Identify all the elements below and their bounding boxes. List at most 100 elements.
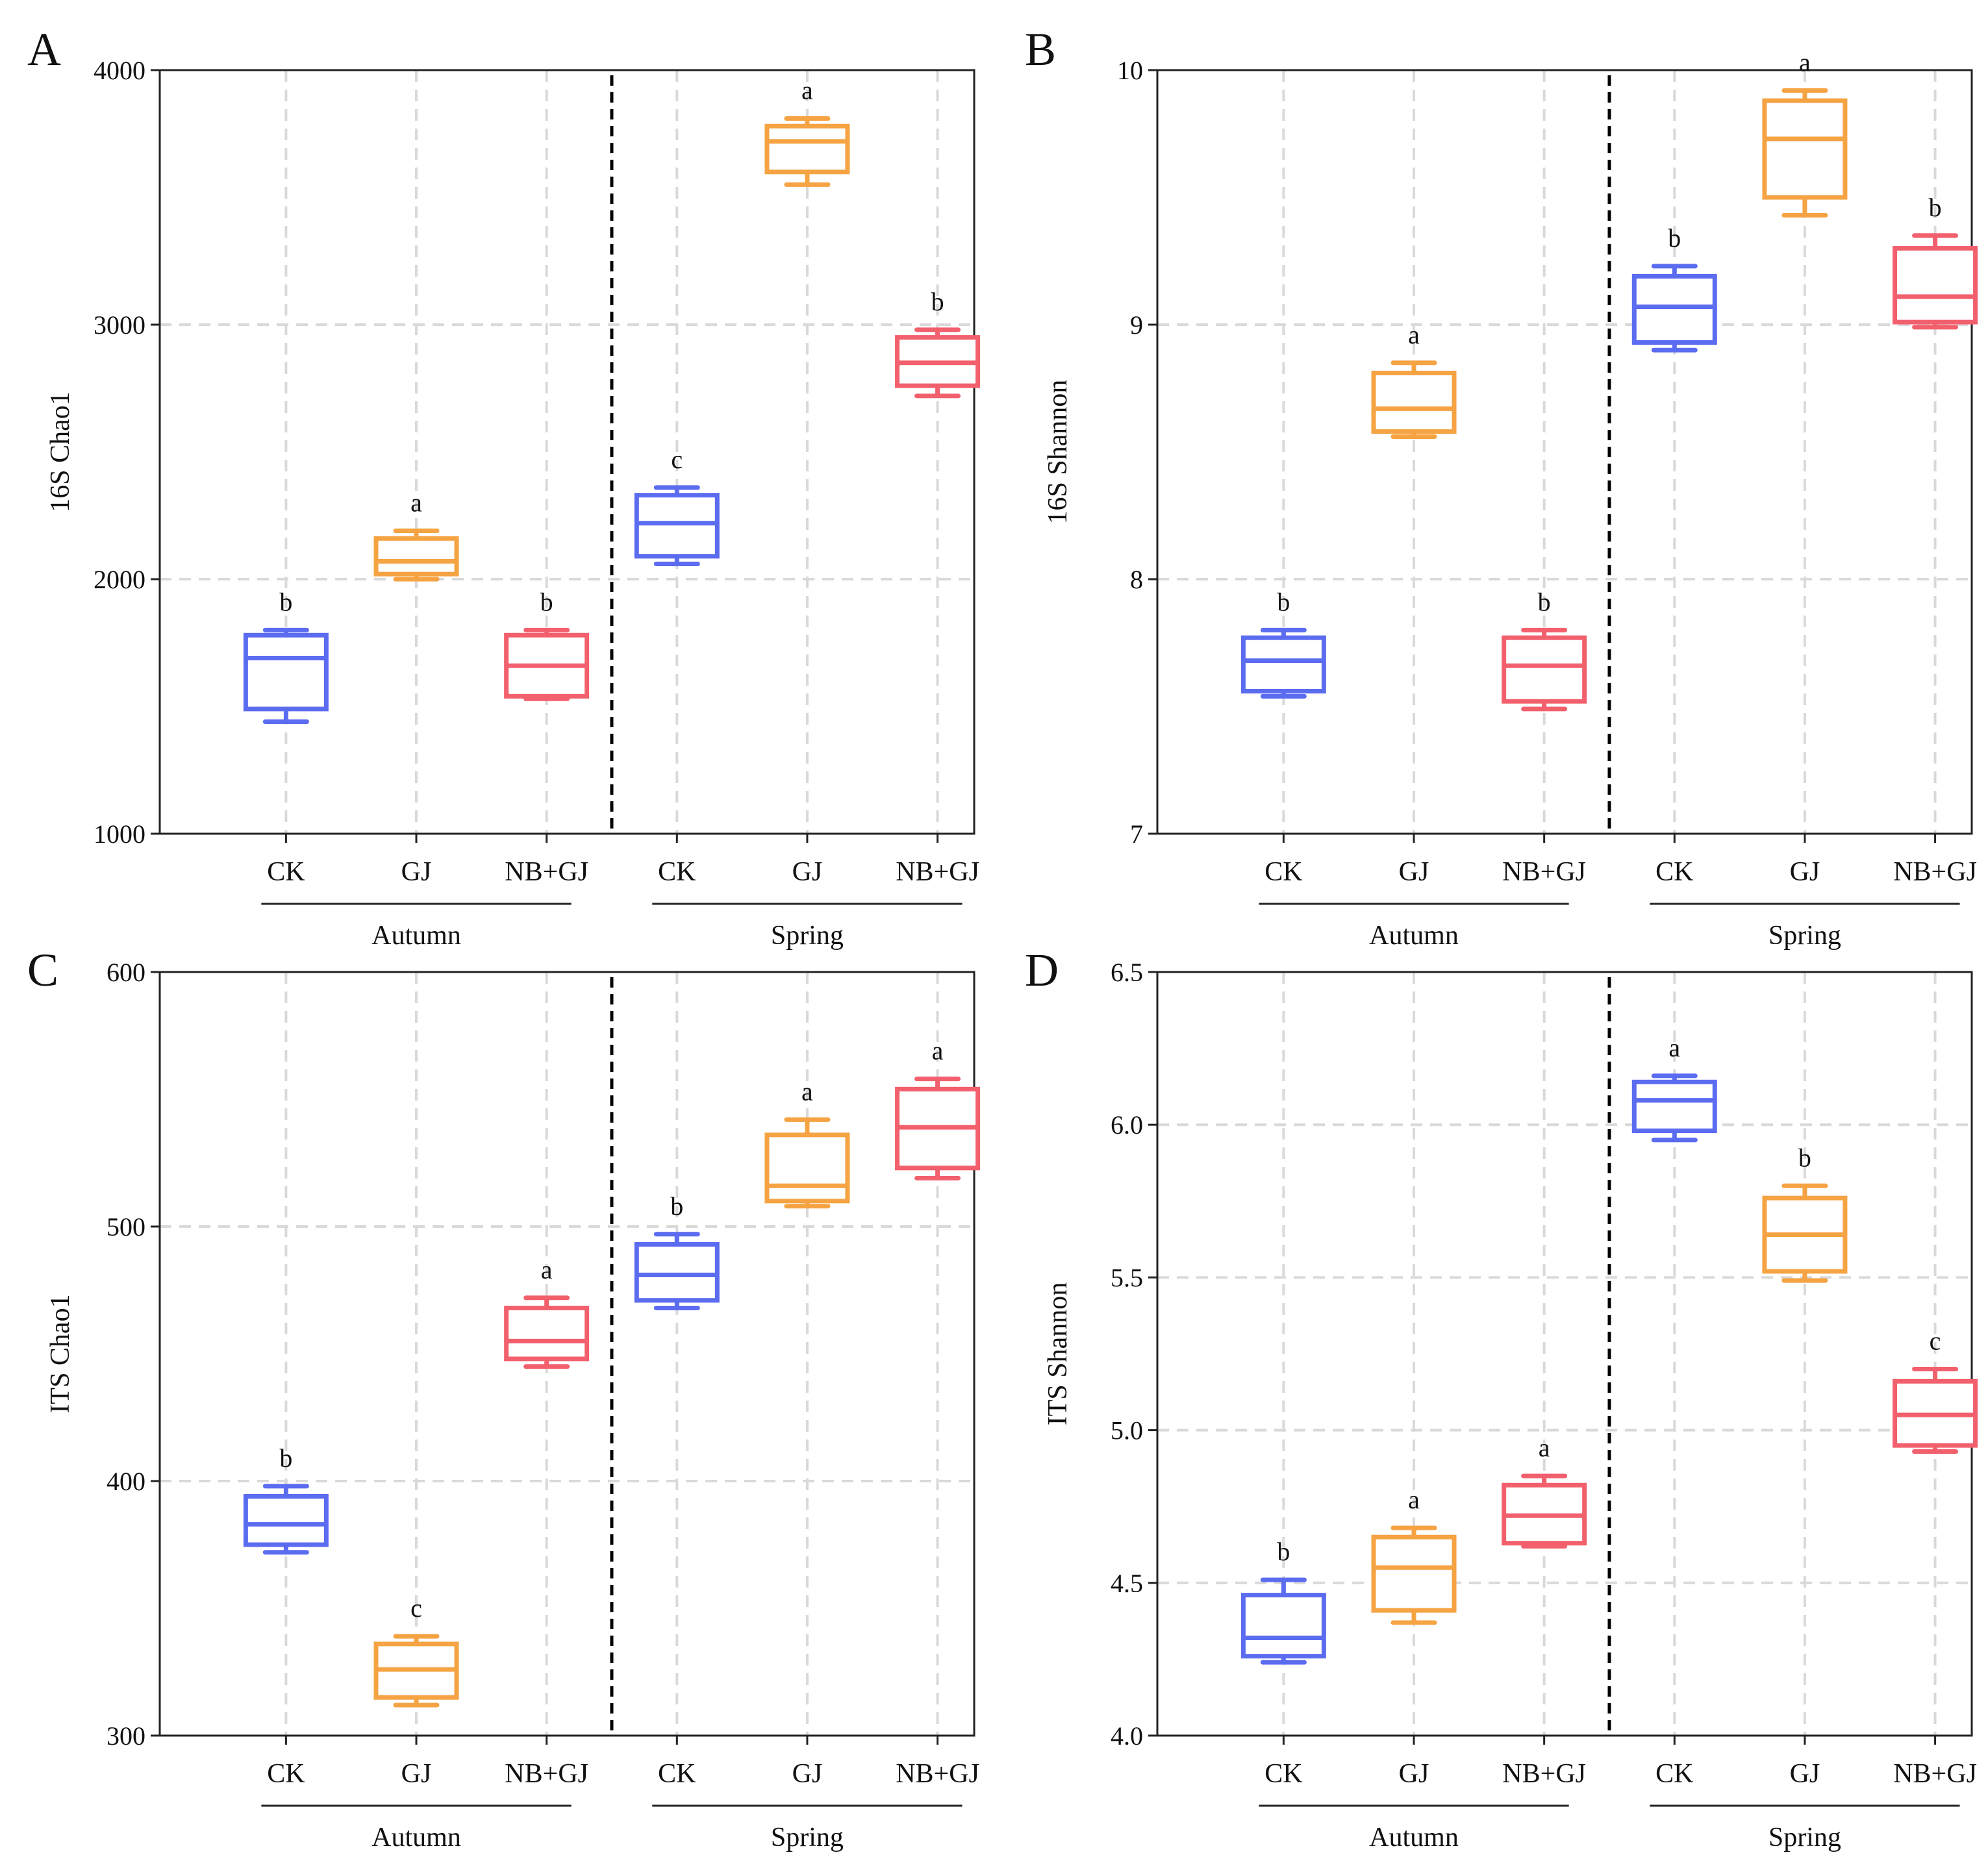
significance-label: a	[1408, 1485, 1420, 1514]
significance-label: b	[1798, 1143, 1811, 1172]
box-iqr	[504, 1305, 590, 1362]
significance-label: a	[1668, 1033, 1680, 1062]
significance-label: b	[1277, 587, 1290, 616]
x-category-label: CK	[1265, 857, 1302, 887]
group-label: Autumn	[371, 921, 461, 951]
x-category-label: CK	[1655, 1759, 1693, 1789]
box-iqr	[764, 123, 850, 175]
significance-label: a	[932, 1036, 944, 1066]
y-axis-title: 16S Shannon	[1043, 380, 1073, 525]
plot-frame	[1156, 69, 1973, 835]
box-ck: b	[634, 1191, 720, 1310]
box-ck: b	[1240, 587, 1326, 699]
y-tick-label: 5.5	[1111, 1263, 1143, 1292]
significance-label: b	[931, 287, 944, 316]
panel-letter: D	[1025, 944, 1059, 996]
box-iqr	[634, 493, 720, 559]
box-ck: a	[1631, 1033, 1717, 1143]
plot-frame	[158, 971, 975, 1737]
x-category-label: NB+GJ	[896, 857, 979, 887]
panel-letter: C	[27, 944, 58, 996]
box-iqr	[1762, 98, 1848, 200]
box-iqr	[1240, 1593, 1326, 1659]
panel-a: A 1000 2000 3000 4000 16S Chao1 CK GJ NB+GJ CK GJ N…	[27, 23, 981, 951]
x-category-label: GJ	[401, 857, 432, 887]
box-nb-gj: b	[1502, 587, 1587, 712]
box-iqr	[373, 536, 459, 577]
box-iqr	[243, 1494, 329, 1547]
y-tick-label: 1000	[94, 819, 145, 849]
x-category-label: GJ	[1399, 857, 1429, 887]
x-category-label: CK	[1265, 1759, 1302, 1789]
box-nb-gj: a	[504, 1255, 590, 1369]
box-ck: b	[243, 1443, 329, 1555]
y-tick-label: 10	[1117, 56, 1143, 85]
panel-b: B 7 8 9 10 16S Shannon CK GJ NB+GJ CK GJ NB+GJ Autum…	[1025, 23, 1978, 951]
significance-label: a	[410, 488, 422, 517]
y-tick-label: 4.5	[1111, 1569, 1143, 1598]
y-tick-label: 6.5	[1111, 958, 1143, 987]
significance-label: b	[279, 1443, 292, 1473]
box-iqr	[1502, 635, 1587, 704]
significance-label: a	[801, 1077, 813, 1106]
box-ck: b	[243, 587, 329, 725]
box-gj: a	[1762, 47, 1848, 218]
significance-label: c	[1930, 1327, 1941, 1356]
box-iqr	[764, 1132, 850, 1204]
y-tick-label: 2000	[94, 565, 145, 594]
y-axis-title: ITS Shannon	[1043, 1282, 1073, 1426]
group-label: Autumn	[1369, 921, 1459, 951]
y-tick-label: 400	[107, 1467, 145, 1496]
x-category-label: GJ	[1790, 857, 1820, 887]
box-ck: b	[1240, 1537, 1326, 1665]
significance-label: c	[671, 445, 683, 474]
box-iqr	[1240, 635, 1326, 693]
panel-letter: B	[1025, 23, 1056, 75]
group-label: Autumn	[1369, 1823, 1459, 1852]
y-tick-label: 6.0	[1111, 1110, 1143, 1140]
y-tick-label: 500	[107, 1212, 145, 1241]
box-iqr	[1371, 1534, 1457, 1613]
x-category-label: CK	[267, 857, 305, 887]
box-gj: a	[373, 488, 459, 582]
group-label: Spring	[771, 921, 844, 951]
significance-label: a	[1408, 320, 1420, 349]
box-ck: c	[634, 445, 720, 566]
box-gj: a	[764, 1077, 850, 1209]
box-nb-gj: c	[1893, 1327, 1978, 1454]
group-label: Autumn	[371, 1823, 461, 1852]
box-nb-gj: a	[895, 1036, 981, 1181]
x-category-label: NB+GJ	[1893, 1759, 1977, 1789]
significance-label: b	[670, 1191, 683, 1221]
box-iqr	[1631, 274, 1717, 345]
significance-label: b	[540, 587, 553, 616]
y-tick-label: 3000	[94, 310, 145, 340]
significance-label: a	[541, 1255, 553, 1284]
panel-letter: A	[27, 23, 61, 75]
box-gj: a	[1371, 1485, 1457, 1625]
x-category-label: NB+GJ	[1502, 1759, 1586, 1789]
significance-label: c	[410, 1593, 422, 1623]
significance-label: b	[1668, 223, 1681, 253]
y-axis-title: ITS Chao1	[45, 1294, 75, 1413]
box-iqr	[1631, 1079, 1717, 1134]
box-gj: a	[764, 75, 850, 187]
x-category-label: GJ	[792, 1759, 823, 1789]
y-tick-label: 4000	[94, 56, 145, 85]
plot-frame	[158, 69, 975, 835]
box-nb-gj: b	[895, 287, 981, 399]
box-iqr	[1371, 370, 1457, 434]
box-nb-gj: a	[1502, 1433, 1587, 1549]
panel-d: D 4.0 4.5 5.0 5.5 6.0 6.5 ITS Shannon CK GJ NB+GJ C…	[1025, 944, 1978, 1852]
x-category-label: GJ	[792, 857, 823, 887]
significance-label: b	[279, 587, 292, 616]
y-tick-label: 7	[1130, 819, 1143, 849]
y-tick-label: 5.0	[1111, 1416, 1143, 1445]
group-label: Spring	[1768, 921, 1841, 951]
x-category-label: NB+GJ	[896, 1759, 979, 1789]
box-iqr	[243, 632, 329, 712]
y-tick-label: 600	[107, 958, 145, 987]
box-nb-gj: b	[1893, 193, 1978, 330]
x-category-label: NB+GJ	[505, 857, 588, 887]
x-category-label: CK	[658, 1759, 696, 1789]
